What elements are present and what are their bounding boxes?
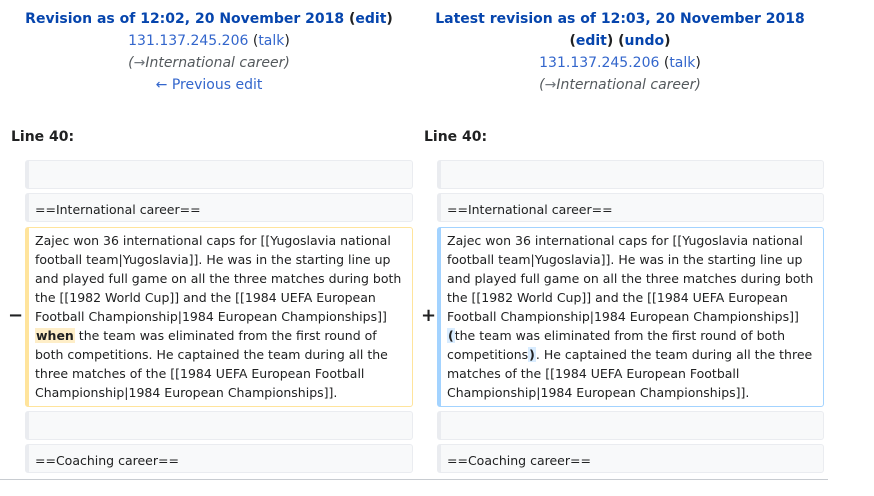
added-paren-close-highlight: ) bbox=[528, 347, 536, 362]
right-user-line: 131.137.245.206 (talk) bbox=[539, 55, 701, 71]
right-user-link[interactable]: 131.137.245.206 bbox=[539, 55, 660, 71]
undo-link[interactable]: undo bbox=[624, 33, 665, 49]
left-context-heading-coaching: ==Coaching career== bbox=[25, 444, 413, 473]
right-context-empty-line bbox=[437, 160, 824, 189]
right-heading-international-text: ==International career== bbox=[447, 202, 613, 217]
deleted-line-text: Zajec won 36 international caps for [[Yu… bbox=[35, 231, 404, 402]
left-heading-international-text: ==International career== bbox=[35, 202, 201, 217]
deleted-text-after: the team was eliminated from the first r… bbox=[35, 328, 388, 400]
right-context-empty-line-2 bbox=[437, 411, 824, 440]
right-context-heading-international: ==International career== bbox=[437, 193, 824, 222]
left-revision-header: Revision as of 12:02, 20 November 2018 (… bbox=[0, 8, 418, 96]
right-heading-coaching-text: ==Coaching career== bbox=[447, 453, 591, 468]
right-revision-header: Latest revision as of 12:03, 20 November… bbox=[413, 8, 827, 96]
left-section-arrow[interactable]: → bbox=[133, 55, 146, 71]
left-user-line: 131.137.245.206 (talk) bbox=[128, 33, 290, 49]
deleted-line: Zajec won 36 international caps for [[Yu… bbox=[25, 227, 413, 407]
deleted-line-marker: − bbox=[8, 305, 24, 326]
left-edit-summary: (→International career) bbox=[128, 55, 290, 71]
right-edit-link[interactable]: edit bbox=[575, 33, 607, 49]
left-revision-title: Revision as of 12:02, 20 November 2018 (… bbox=[25, 11, 393, 27]
left-context-heading-international: ==International career== bbox=[25, 193, 413, 222]
content-bottom-border bbox=[0, 479, 828, 480]
left-user-link[interactable]: 131.137.245.206 bbox=[128, 33, 249, 49]
right-revision-title: Latest revision as of 12:03, 20 November… bbox=[413, 8, 827, 30]
right-talk-link[interactable]: talk bbox=[669, 55, 696, 71]
left-revision-title-text[interactable]: Revision as of 12:02, 20 November 2018 bbox=[25, 11, 345, 27]
added-text-after: . He captained the team during all the t… bbox=[447, 347, 813, 400]
right-edit-summary: (→International career) bbox=[539, 77, 701, 93]
previous-edit-link[interactable]: ← Previous edit bbox=[155, 77, 263, 93]
left-context-empty-line bbox=[25, 160, 413, 189]
added-line: Zajec won 36 international caps for [[Yu… bbox=[437, 227, 824, 407]
added-line-marker: + bbox=[421, 305, 437, 326]
left-edit-link[interactable]: edit bbox=[355, 11, 387, 27]
left-heading-coaching-text: ==Coaching career== bbox=[35, 453, 179, 468]
right-context-heading-coaching: ==Coaching career== bbox=[437, 444, 824, 473]
left-line-number: Line 40: bbox=[11, 129, 75, 145]
left-context-empty-line-2 bbox=[25, 411, 413, 440]
left-section-link: International career bbox=[145, 55, 285, 71]
right-section-link: International career bbox=[556, 77, 696, 93]
previous-edit-row: ← Previous edit bbox=[0, 74, 418, 96]
right-revision-title-text[interactable]: Latest revision as of 12:03, 20 November… bbox=[435, 11, 805, 27]
right-line-number: Line 40: bbox=[424, 129, 488, 145]
left-talk-link[interactable]: talk bbox=[258, 33, 285, 49]
added-text-middle: the team was eliminated from the first r… bbox=[447, 328, 785, 362]
right-action-links: (edit) (undo) bbox=[569, 33, 671, 49]
right-section-arrow[interactable]: → bbox=[544, 77, 557, 93]
added-paren-open-highlight: ( bbox=[447, 328, 455, 343]
deleted-word-highlight: when bbox=[35, 328, 75, 343]
added-text-before: Zajec won 36 international caps for [[Yu… bbox=[447, 233, 814, 324]
deleted-text-before: Zajec won 36 international caps for [[Yu… bbox=[35, 233, 402, 324]
added-line-text: Zajec won 36 international caps for [[Yu… bbox=[447, 231, 815, 402]
